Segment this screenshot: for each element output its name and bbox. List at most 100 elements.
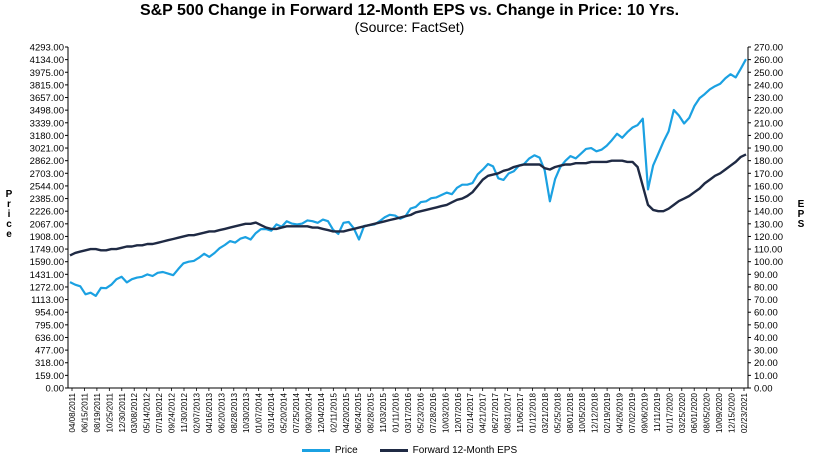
right-tick-label: 170.00	[754, 169, 783, 180]
right-tick-label: 100.00	[754, 257, 783, 268]
x-tick-label: 04/21/2017	[479, 392, 488, 433]
left-tick-label: 636.00	[35, 333, 64, 344]
left-tick-label: 1113.00	[31, 295, 64, 306]
x-tick-label: 01/17/2020	[665, 392, 674, 433]
x-tick-label: 07/28/2016	[429, 392, 438, 433]
x-tick-label: 09/30/2014	[304, 392, 313, 433]
x-tick-label: 05/23/2016	[416, 392, 425, 433]
x-tick-label: 02/07/2013	[192, 392, 201, 433]
right-tick-label: 180.00	[754, 156, 783, 167]
right-tick-label: 190.00	[754, 144, 783, 155]
chart-title: S&P 500 Change in Forward 12-Month EPS v…	[139, 2, 680, 19]
left-tick-label: 2703.00	[30, 169, 64, 180]
left-tick-label: 954.00	[35, 308, 64, 319]
right-tick-label: 230.00	[754, 93, 783, 104]
left-tick-label: 4134.00	[30, 55, 64, 66]
eps-series-line	[69, 153, 747, 257]
x-tick-label: 10/25/2011	[105, 392, 114, 432]
x-tick-label: 10/05/2018	[578, 392, 587, 433]
right-tick-label: 200.00	[754, 131, 783, 142]
x-tick-label: 12/15/2020	[728, 392, 737, 433]
x-tick-label: 06/01/2020	[690, 392, 699, 433]
left-tick-label: 2067.00	[30, 219, 64, 230]
legend-label-price: Price	[334, 444, 358, 456]
x-tick-label: 08/01/2018	[566, 392, 575, 433]
x-tick-label: 06/15/2011	[80, 392, 89, 432]
left-tick-label: 1431.00	[30, 270, 64, 281]
right-tick-label: 210.00	[754, 118, 783, 129]
legend-label-eps: Forward 12-Month EPS	[412, 444, 518, 456]
left-tick-label: 2862.00	[30, 156, 64, 167]
x-tick-label: 01/11/2016	[392, 392, 401, 432]
legend-item-eps: Forward 12-Month EPS	[379, 444, 518, 456]
right-tick-label: 150.00	[754, 194, 783, 205]
left-tick-label: 1908.00	[30, 232, 64, 243]
x-tick-label: 03/08/2012	[130, 392, 139, 433]
x-tick-label: 04/16/2013	[205, 392, 214, 433]
right-tick-label: 250.00	[754, 68, 783, 79]
right-tick-label: 110.00	[754, 245, 782, 256]
left-tick-label: 318.00	[35, 358, 64, 369]
left-tick-label: 2226.00	[30, 207, 64, 218]
x-tick-label: 02/14/2017	[466, 392, 475, 433]
left-tick-label: 3498.00	[30, 106, 64, 117]
x-tick-label: 02/11/2015	[329, 392, 338, 432]
left-tick-label: 3975.00	[30, 68, 64, 79]
left-tick-label: 3815.00	[30, 80, 64, 91]
x-tick-label: 08/28/2013	[230, 392, 239, 433]
x-tick-label: 09/06/2019	[640, 392, 649, 433]
x-tick-label: 07/25/2014	[292, 392, 301, 433]
left-tick-label: 1749.00	[30, 245, 64, 256]
x-tick-label: 05/20/2014	[280, 392, 289, 433]
x-tick-label: 12/04/2014	[317, 392, 326, 433]
right-tick-label: 50.00	[754, 320, 778, 331]
x-tick-label: 12/12/2018	[591, 392, 600, 433]
x-tick-label: 05/14/2012	[143, 392, 152, 433]
x-tick-label: 04/08/2011	[68, 392, 77, 432]
x-tick-label: 02/23/2021	[740, 392, 749, 433]
x-tick-label: 08/28/2015	[367, 392, 376, 433]
right-tick-label: 0.00	[754, 384, 773, 395]
left-tick-label: 3180.00	[30, 131, 64, 142]
x-tick-label: 03/14/2014	[267, 392, 276, 433]
right-tick-label: 260.00	[754, 55, 783, 66]
legend-item-price: Price	[301, 444, 358, 456]
x-tick-label: 09/24/2012	[168, 392, 177, 433]
x-tick-label: 11/06/2017	[516, 392, 525, 432]
x-tick-label: 01/12/2018	[528, 392, 537, 433]
x-tick-label: 05/25/2018	[553, 392, 562, 433]
right-tick-label: 90.00	[754, 270, 778, 281]
x-tick-label: 08/31/2017	[504, 392, 513, 433]
x-tick-label: 10/30/2013	[242, 392, 251, 433]
left-tick-label: 1272.00	[30, 282, 64, 293]
x-tick-label: 10/09/2020	[715, 392, 724, 433]
left-tick-label: 0.00	[46, 384, 65, 395]
x-tick-label: 06/24/2015	[354, 392, 363, 433]
x-tick-label: 03/21/2018	[541, 392, 550, 433]
x-tick-label: 10/03/2016	[441, 392, 450, 433]
right-tick-label: 40.00	[754, 333, 778, 344]
left-tick-label: 3657.00	[30, 93, 64, 104]
x-tick-label: 12/07/2016	[454, 392, 463, 433]
left-tick-label: 4293.00	[30, 43, 64, 54]
left-tick-label: 3339.00	[30, 118, 64, 129]
x-tick-label: 08/05/2020	[703, 392, 712, 433]
x-tick-label: 11/11/2019	[653, 392, 662, 431]
right-tick-label: 220.00	[754, 106, 783, 117]
right-tick-label: 30.00	[754, 346, 778, 357]
right-tick-label: 240.00	[754, 80, 783, 91]
right-tick-label: 80.00	[754, 282, 778, 293]
x-tick-label: 02/19/2019	[603, 392, 612, 433]
left-tick-label: 2544.00	[30, 181, 64, 192]
left-tick-label: 2385.00	[30, 194, 64, 205]
left-tick-label: 3021.00	[30, 144, 64, 155]
right-tick-label: 60.00	[754, 308, 778, 319]
x-tick-label: 04/26/2019	[616, 392, 625, 433]
x-tick-label: 03/17/2016	[404, 392, 413, 433]
left-tick-label: 1590.00	[30, 257, 64, 268]
right-tick-label: 70.00	[754, 295, 778, 306]
x-tick-label: 06/27/2017	[491, 392, 500, 433]
x-tick-label: 11/03/2015	[379, 392, 388, 432]
